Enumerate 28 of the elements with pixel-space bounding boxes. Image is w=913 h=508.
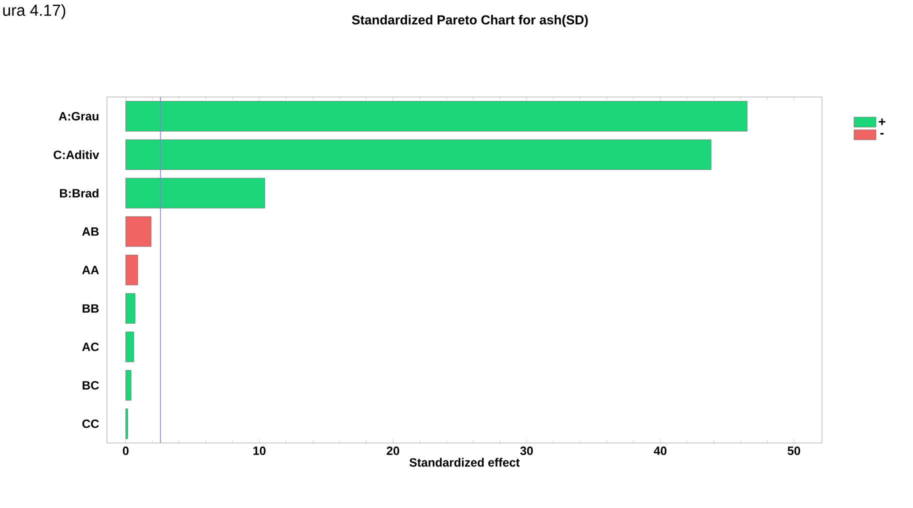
- text: ura 4.17): [3, 4, 66, 20]
- bar: [126, 178, 265, 208]
- bar: [126, 101, 748, 132]
- x-tick-label: 50: [788, 446, 800, 456]
- chart-title: Standardized Pareto Chart for ash(SD): [352, 14, 588, 28]
- y-tick-label: AB: [82, 227, 99, 236]
- x-axis-title: Standardized effect: [410, 458, 520, 467]
- bar: [126, 332, 134, 362]
- y-tick-label: BC: [82, 381, 99, 390]
- bar: [126, 370, 132, 401]
- bar: [126, 139, 712, 170]
- bar: [126, 216, 152, 247]
- x-tick-label: 40: [654, 446, 666, 456]
- y-tick-label: BB: [82, 304, 99, 313]
- bar: [126, 293, 136, 324]
- x-tick-label: 0: [122, 446, 129, 456]
- y-tick-label: CC: [82, 420, 99, 428]
- bar: [126, 254, 138, 286]
- y-tick-label: AA: [82, 266, 99, 274]
- y-tick-label: AC: [82, 342, 99, 352]
- x-tick-label: 30: [520, 446, 533, 456]
- y-tick-label: B:Brad: [60, 188, 98, 198]
- legend-label: -: [880, 133, 884, 135]
- y-tick-label: A:Grau: [58, 112, 98, 120]
- x-tick-label: 20: [386, 446, 400, 456]
- x-tick-label: 10: [253, 446, 266, 456]
- y-tick-label: C:Aditiv: [54, 150, 100, 160]
- legend-label: +: [878, 118, 886, 126]
